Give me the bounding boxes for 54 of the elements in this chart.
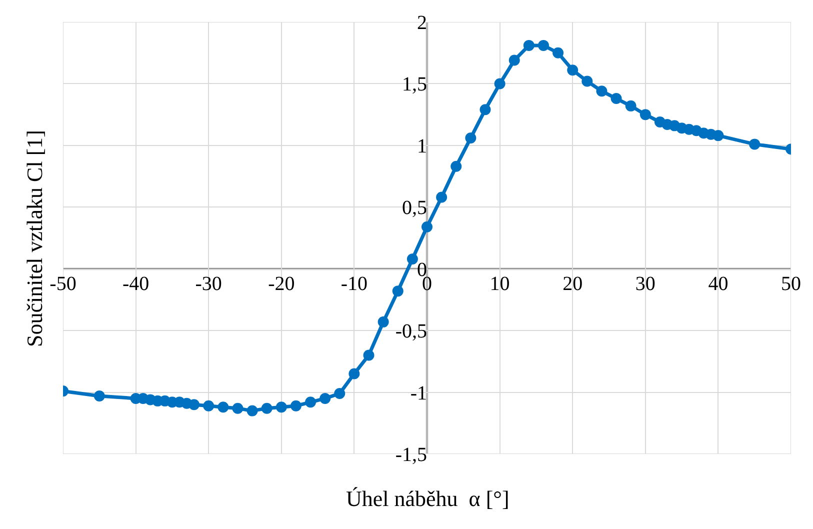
x-tick-label: -40 [122,272,150,295]
point [203,400,214,412]
x-tick-label: 20 [562,272,583,295]
point [749,138,760,150]
point [610,93,622,104]
point [538,40,549,51]
point [508,54,520,66]
point [188,399,200,410]
x-axis-title: Úhel náběhu α [°] [346,486,510,511]
point [480,104,491,116]
point [363,350,374,361]
y-tick-label: -1,5 [395,444,427,466]
point [523,40,534,51]
point [596,86,608,97]
y-axis-title: Součinitel vztlaku Cl [1] [22,130,47,347]
x-tick-label: 50 [781,272,801,295]
x-tick-label: -20 [268,272,295,295]
y-tick-label: 1,5 [402,74,427,96]
y-tick-label: 0,5 [402,197,427,220]
x-tick-label: 30 [635,272,656,295]
point [625,100,636,112]
point [552,47,564,58]
point [94,390,105,402]
point [494,78,506,90]
point [246,405,258,416]
point [422,221,432,232]
point [392,286,404,297]
point [276,402,287,413]
x-tick-label: -50 [50,272,76,295]
point [567,64,578,76]
point [436,192,448,203]
point [232,402,244,414]
x-tick-label: 40 [708,272,728,295]
point [334,388,346,400]
point [261,402,272,414]
y-tick-label: 2 [417,12,427,34]
x-tick-label: -10 [340,272,368,295]
y-tick-label: -0,5 [395,320,427,343]
point [305,396,316,408]
point [290,400,302,412]
point [465,132,476,144]
x-tick-label: -30 [195,272,222,295]
point [450,160,462,172]
point [406,253,418,264]
y-tick-label: 1 [417,135,427,158]
point [582,76,593,87]
point [348,368,360,380]
y-tick-label: -1 [410,382,427,404]
x-tick-label: 10 [490,272,510,295]
point [218,402,229,413]
point [378,316,389,328]
point [712,130,724,142]
point [320,392,331,404]
point [640,109,651,120]
